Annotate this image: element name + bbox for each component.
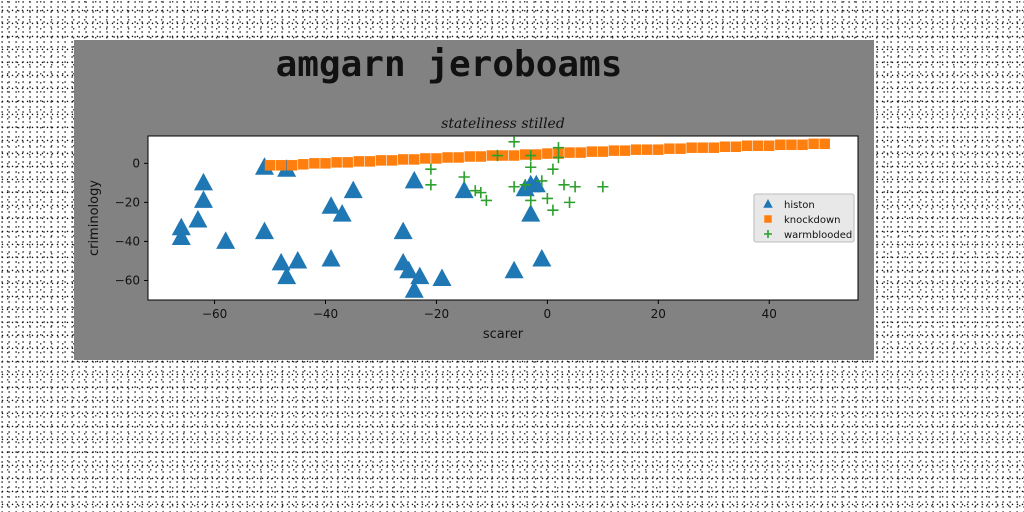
x-tick-label: 40 xyxy=(762,307,777,321)
knockdown-point xyxy=(398,154,409,165)
knockdown-point xyxy=(453,152,464,163)
knockdown-point xyxy=(764,141,775,152)
knockdown-point xyxy=(564,147,575,158)
y-tick-label: −40 xyxy=(115,234,140,248)
knockdown-point xyxy=(387,155,398,166)
x-tick-label: 0 xyxy=(544,307,552,321)
knockdown-point xyxy=(287,160,298,171)
y-axis-label: criminology xyxy=(87,180,102,256)
x-tick-label: −40 xyxy=(313,307,338,321)
knockdown-point xyxy=(420,153,431,164)
knockdown-point xyxy=(276,160,287,171)
x-tick-label: −60 xyxy=(202,307,227,321)
chart: stateliness stilled −60 −40 −20 0 20 40 0 −20 −4… xyxy=(74,40,874,360)
y-tick-label: −60 xyxy=(115,273,140,287)
knockdown-point xyxy=(797,140,808,151)
knockdown-point xyxy=(631,144,642,155)
knockdown-point xyxy=(819,139,830,150)
y-tick-label: 0 xyxy=(132,156,140,170)
knockdown-point xyxy=(320,158,331,169)
knockdown-point xyxy=(342,157,353,168)
knockdown-point xyxy=(742,141,753,152)
knockdown-point xyxy=(265,160,276,171)
knockdown-point xyxy=(675,143,686,154)
knockdown-point xyxy=(786,140,797,151)
knockdown-point xyxy=(598,146,609,157)
knockdown-point xyxy=(376,155,387,166)
knockdown-point xyxy=(464,151,475,162)
knockdown-point xyxy=(664,143,675,154)
knockdown-point xyxy=(686,142,697,153)
knockdown-point xyxy=(354,156,365,167)
knockdown-point xyxy=(531,149,542,160)
knockdown-point xyxy=(709,142,720,153)
knockdown-point xyxy=(365,156,376,167)
legend: histon knockdown warmblooded xyxy=(754,194,854,242)
legend-label-histon: histon xyxy=(784,200,815,211)
knockdown-point xyxy=(620,145,631,156)
x-axis-label: scarer xyxy=(483,327,524,342)
knockdown-point xyxy=(808,139,819,150)
knockdown-point xyxy=(587,146,598,157)
knockdown-point xyxy=(720,141,731,152)
knockdown-point xyxy=(542,148,553,159)
knockdown-point xyxy=(753,141,764,152)
knockdown-point xyxy=(509,150,520,161)
knockdown-point xyxy=(520,149,531,160)
knockdown-point xyxy=(731,141,742,152)
legend-label-knockdown: knockdown xyxy=(784,215,841,226)
knockdown-point xyxy=(476,151,487,162)
knockdown-point xyxy=(653,144,664,155)
knockdown-point xyxy=(609,145,620,156)
knockdown-point xyxy=(442,152,453,163)
knockdown-point xyxy=(431,153,442,164)
chart-subtitle: stateliness stilled xyxy=(441,116,565,132)
figure-canvas: amgarn jeroboams stateliness stilled −60… xyxy=(74,40,874,360)
knockdown-point xyxy=(575,147,586,158)
knockdown-point xyxy=(775,140,786,151)
knockdown-point xyxy=(409,154,420,165)
x-tick-label: −20 xyxy=(424,307,449,321)
x-tick-label: 20 xyxy=(651,307,666,321)
legend-marker-knockdown xyxy=(764,215,772,223)
knockdown-point xyxy=(331,157,342,168)
knockdown-point xyxy=(697,142,708,153)
knockdown-point xyxy=(298,159,309,170)
knockdown-point xyxy=(642,144,653,155)
legend-label-warmblooded: warmblooded xyxy=(784,230,852,241)
y-tick-label: −20 xyxy=(115,195,140,209)
knockdown-point xyxy=(309,158,320,169)
